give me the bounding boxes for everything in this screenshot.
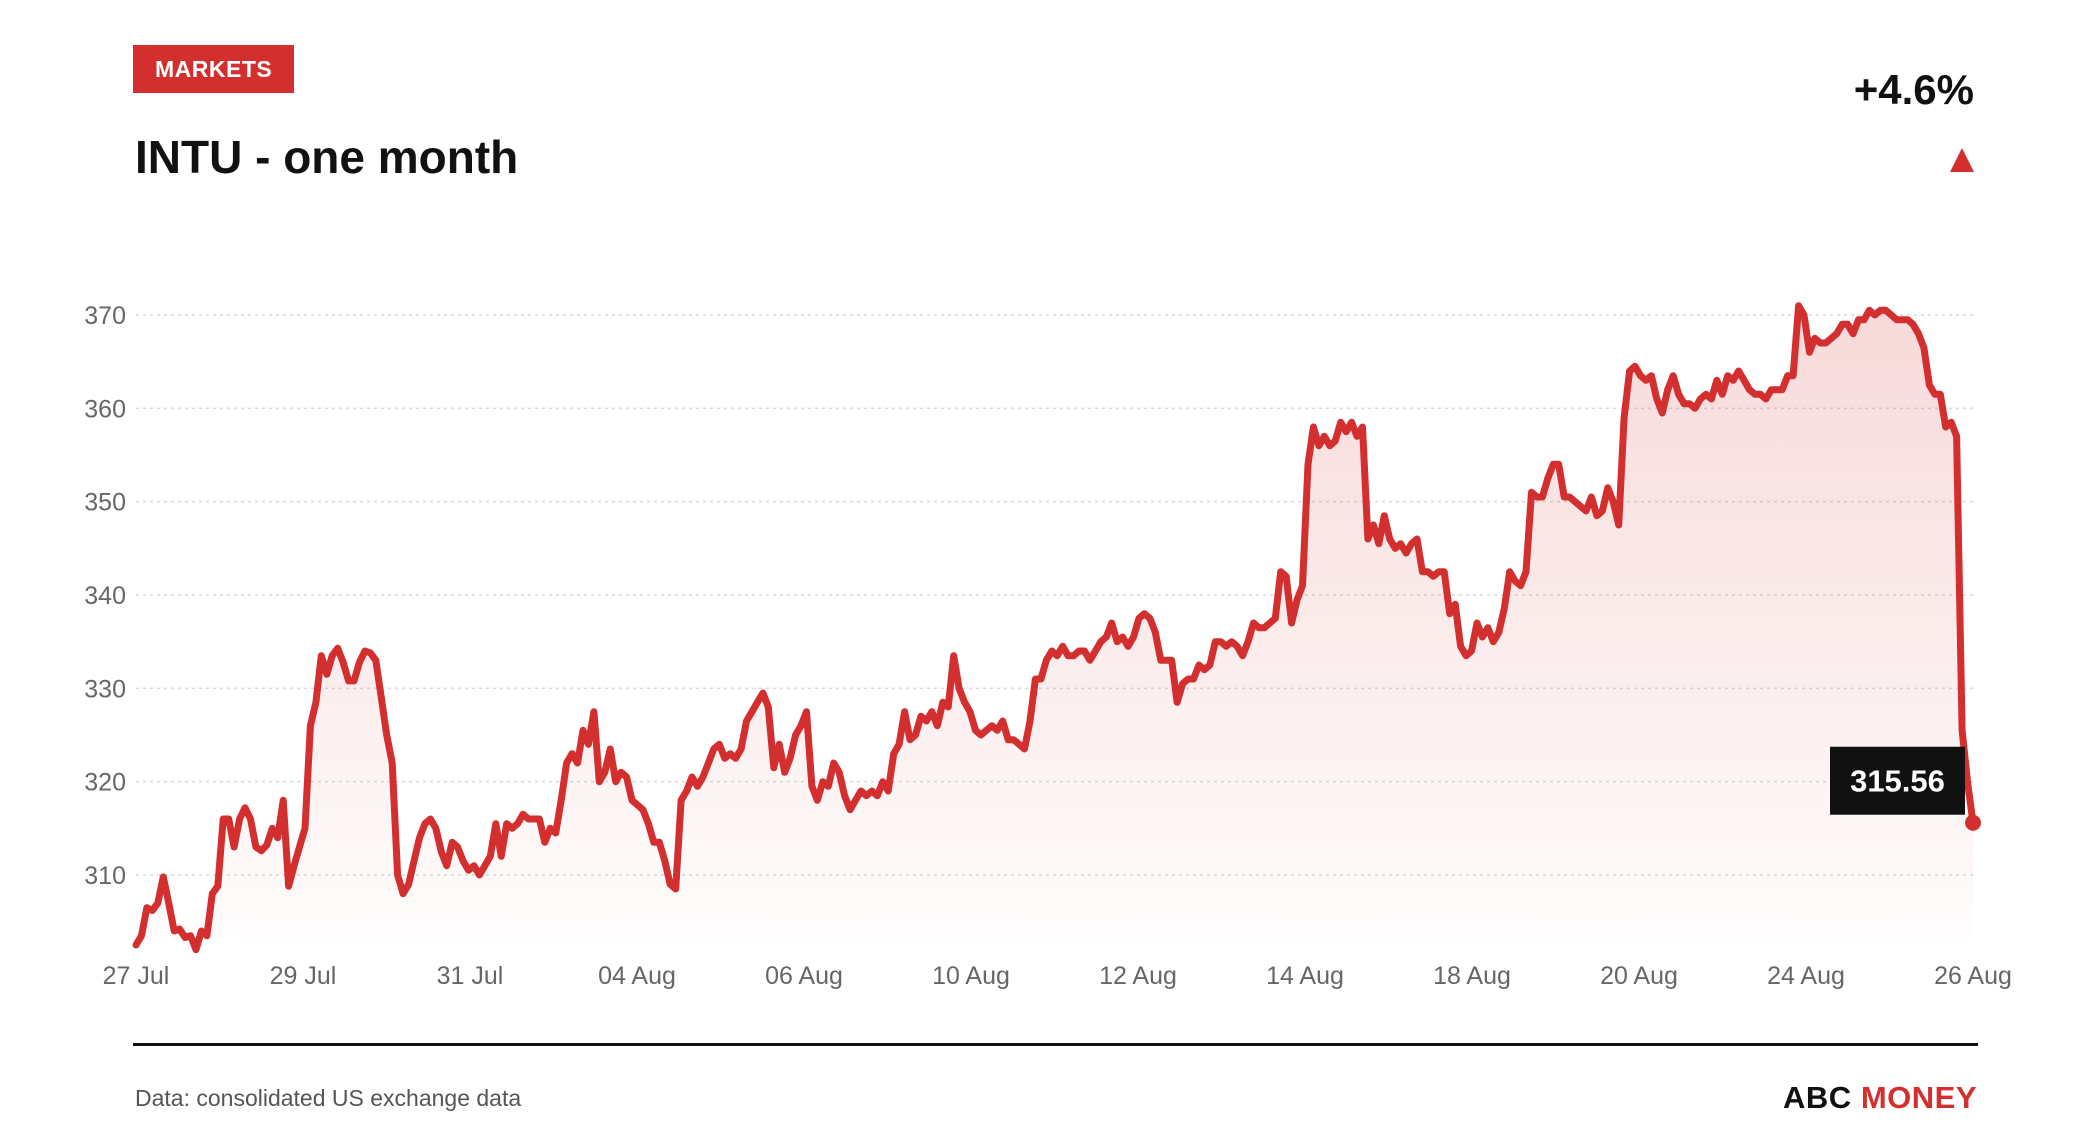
x-tick-label: 18 Aug: [1433, 962, 1511, 990]
last-price-badge: 315.56: [1830, 746, 1965, 815]
percent-change: +4.6%: [1853, 66, 1974, 113]
x-tick-label: 14 Aug: [1266, 962, 1344, 990]
y-tick-label: 360: [84, 395, 126, 423]
section-tag[interactable]: MARKETS: [133, 45, 295, 93]
x-tick-label: 04 Aug: [598, 962, 676, 990]
y-tick-label: 350: [84, 489, 126, 517]
x-tick-label: 12 Aug: [1099, 962, 1177, 990]
y-tick-label: 320: [84, 769, 126, 797]
price-line: [132, 302, 1977, 954]
x-tick-label: 24 Aug: [1767, 962, 1845, 990]
data-source: Data: consolidated US exchange data: [135, 1085, 522, 1111]
last-price-label: 315.56: [1850, 764, 1945, 799]
brand-money: MONEY: [1860, 1080, 1977, 1115]
brand-abc: ABC: [1783, 1080, 1852, 1115]
x-tick-label: 31 Jul: [437, 962, 504, 990]
x-tick-label: 06 Aug: [765, 962, 843, 990]
x-tick-label: 27 Jul: [103, 962, 170, 990]
brand-logo[interactable]: ABC MONEY: [1783, 1080, 1977, 1116]
y-tick-label: 310: [84, 862, 126, 890]
price-chart: 310 320 330 340 350 360 370 27 Jul 29 Jul 31 Jul…: [84, 302, 2012, 990]
chart-title: INTU - one month: [135, 131, 519, 183]
up-arrow-icon: [1950, 148, 1974, 172]
price-area: [136, 305, 1973, 950]
x-tick-label: 29 Jul: [270, 962, 337, 990]
x-tick-label: 26 Aug: [1934, 962, 2012, 990]
x-tick-label: 10 Aug: [932, 962, 1010, 990]
y-tick-label: 340: [84, 582, 126, 610]
x-tick-label: 20 Aug: [1600, 962, 1678, 990]
last-price-marker: [1965, 814, 1981, 831]
y-tick-label: 370: [84, 302, 126, 330]
y-tick-label: 330: [84, 675, 126, 703]
footer-divider: [133, 1043, 1978, 1046]
